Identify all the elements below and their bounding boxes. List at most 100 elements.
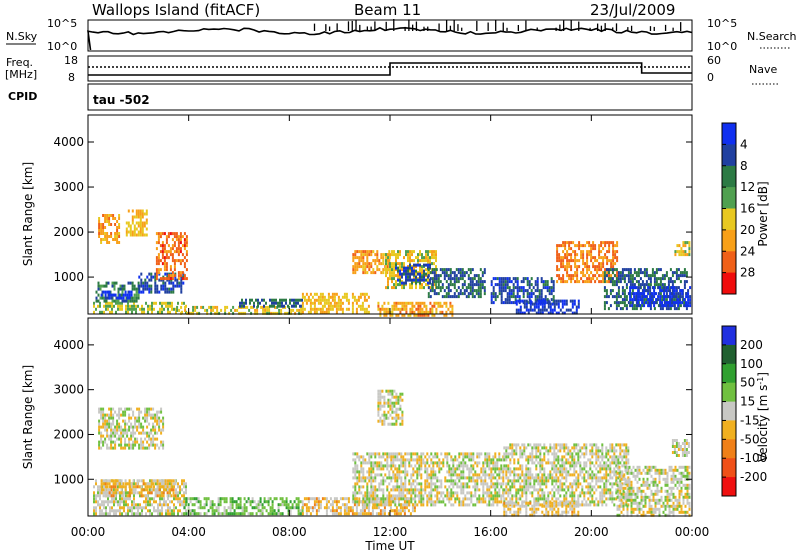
power-cell (621, 268, 624, 272)
power-cell (281, 304, 283, 308)
velocity-cell (123, 506, 125, 510)
power-cell (177, 274, 180, 278)
velocity-cell (428, 473, 431, 477)
velocity-cell (446, 479, 449, 483)
velocity-cell (116, 482, 119, 486)
velocity-cell (482, 467, 485, 471)
velocity-cell (397, 413, 400, 417)
power-cell (523, 305, 526, 309)
velocity-cell (398, 488, 401, 492)
velocity-cell (110, 410, 113, 414)
power-cell (376, 265, 379, 269)
power-cell (169, 310, 171, 314)
velocity-cell (468, 476, 471, 480)
power-cell (615, 268, 618, 272)
power-cell (528, 286, 531, 290)
power-cell (563, 311, 566, 315)
velocity-cell (430, 467, 433, 471)
power-cell (570, 265, 573, 269)
power-cell (535, 299, 538, 303)
velocity-cell (404, 482, 407, 486)
velocity-cell (490, 458, 493, 462)
power-cell (104, 290, 107, 294)
velocity-cell (378, 473, 381, 477)
velocity-cell (271, 500, 274, 504)
power-cell (411, 269, 413, 273)
power-cell (101, 284, 104, 288)
velocity-cell (430, 494, 433, 498)
power-cell (143, 310, 145, 314)
power-cell (163, 307, 165, 311)
power-cell (104, 235, 107, 238)
power-cell (337, 307, 340, 311)
velocity-cell (492, 458, 495, 462)
power-cell (550, 280, 553, 284)
power-cell (397, 266, 399, 270)
power-cell (600, 280, 603, 284)
velocity-cell (404, 461, 407, 465)
power-cell (361, 292, 364, 296)
velocity-cell (396, 482, 399, 486)
velocity-cell (110, 479, 113, 483)
velocity-cell (480, 452, 483, 456)
velocity-cell (440, 500, 443, 504)
power-cell (167, 301, 169, 305)
power-cell (447, 289, 450, 293)
power-cell (571, 299, 574, 303)
power-cell (224, 305, 227, 309)
power-cell (564, 280, 567, 284)
velocity-cell (490, 485, 493, 489)
power-cell (325, 298, 328, 302)
velocity-cell (452, 458, 455, 462)
power-cell (135, 233, 138, 237)
power-cell (677, 274, 680, 278)
velocity-cell (122, 419, 125, 423)
velocity-cell (138, 413, 141, 417)
power-cell (500, 301, 503, 305)
velocity-cell (144, 413, 147, 417)
power-cell (457, 277, 460, 281)
power-cell (104, 214, 107, 217)
power-cell (455, 295, 458, 299)
power-cell (102, 238, 105, 241)
power-cell (216, 308, 219, 312)
power-cell (355, 301, 358, 305)
power-cell (623, 280, 626, 284)
velocity-cell (126, 482, 129, 486)
velocity-cell (183, 494, 185, 498)
velocity-cell (430, 500, 433, 504)
power-cell (397, 313, 400, 317)
velocity-cell (103, 479, 105, 483)
velocity-cell (309, 512, 312, 516)
power-cell (178, 281, 181, 285)
velocity-cell (319, 500, 322, 504)
power-cell (117, 304, 119, 308)
power-cell (594, 274, 597, 278)
velocity-cell (354, 461, 357, 465)
velocity-cell (382, 467, 385, 471)
power-cell (133, 284, 136, 288)
power-cell (359, 292, 362, 296)
velocity-cell (354, 497, 357, 501)
velocity-cell (170, 488, 173, 492)
velocity-cell (484, 479, 487, 483)
power-cell (539, 299, 542, 303)
velocity-cell (273, 509, 276, 513)
power-cell (133, 293, 136, 297)
velocity-cell (454, 458, 457, 462)
power-cell (611, 289, 614, 293)
velocity-cell (158, 419, 161, 423)
power-cell (477, 274, 480, 278)
velocity-cell (137, 503, 139, 507)
velocity-cell (402, 455, 405, 459)
velocity-cell (486, 461, 489, 465)
power-cell (299, 298, 301, 302)
velocity-cell (422, 500, 425, 504)
power-cell (397, 269, 399, 273)
velocity-cell (355, 512, 358, 516)
power-cell (661, 304, 664, 308)
power-cell (463, 280, 466, 284)
power-cell (659, 295, 662, 299)
velocity-cell (478, 494, 481, 498)
velocity-cell (117, 491, 119, 495)
